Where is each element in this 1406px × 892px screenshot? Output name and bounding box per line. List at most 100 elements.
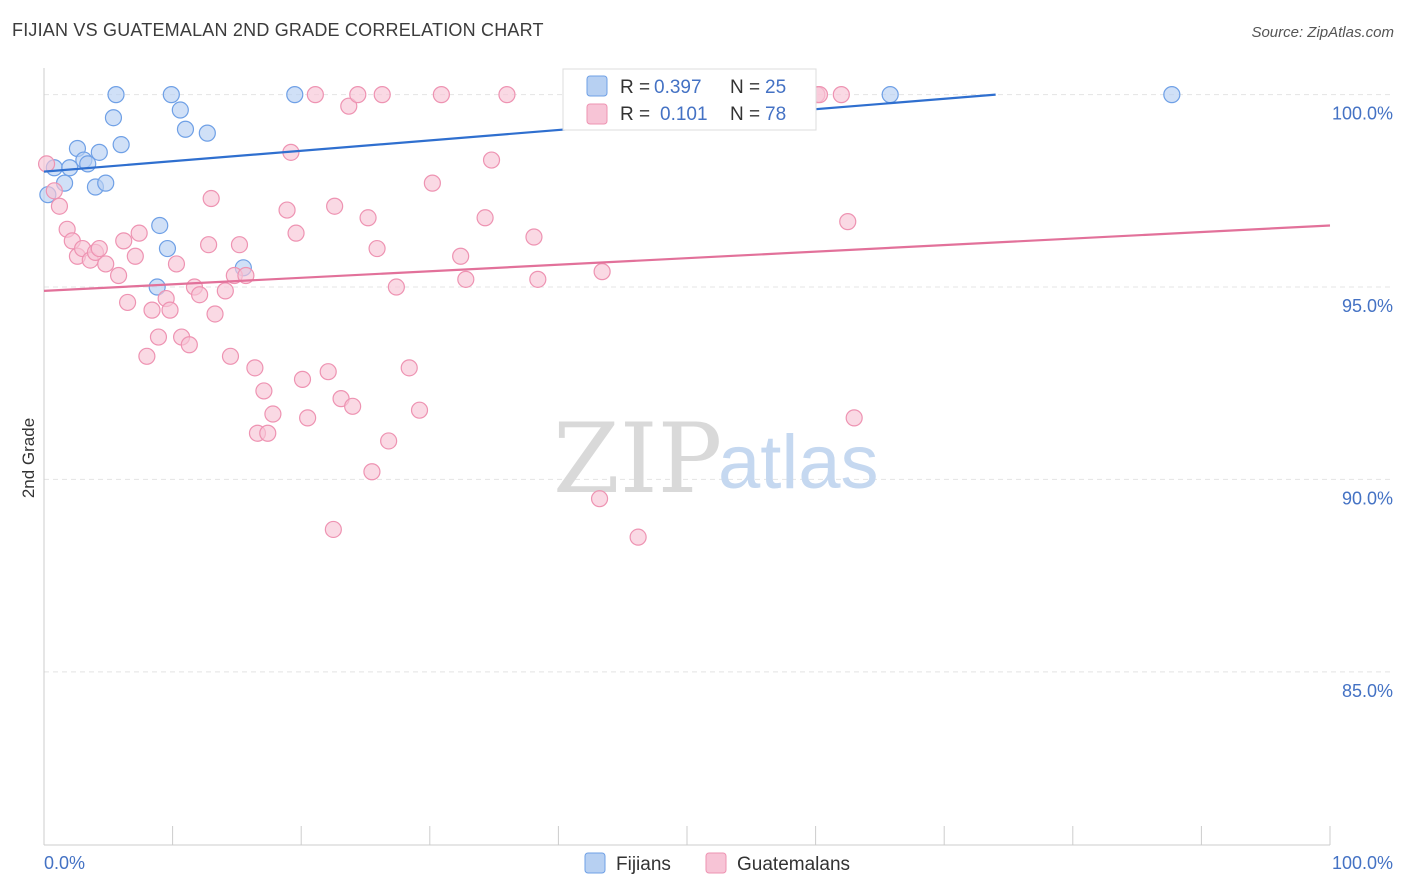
guatemalans-point [259, 424, 277, 442]
guatemalans-point [340, 97, 358, 115]
bottom-legend-swatch-guatemalans [705, 852, 727, 874]
guatemalans-point [216, 282, 234, 300]
watermark-atlas: atlas [718, 420, 879, 505]
guatemalans-point [410, 401, 429, 419]
guatemalans-point [130, 224, 148, 242]
guatemalans-point [590, 490, 609, 508]
guatemalans-point [138, 347, 156, 365]
x-tick-min: 0.0% [44, 853, 85, 873]
guatemalans-point [432, 86, 450, 104]
fijians-point [90, 143, 108, 161]
fijians-point [286, 86, 304, 104]
guatemalans-point [37, 155, 56, 173]
guatemalans-point [359, 209, 377, 227]
legend-r-value-1: 0.397 [654, 77, 702, 98]
guatemalans-point [457, 270, 475, 288]
data-points [37, 86, 1181, 546]
y-tick-label: 85.0% [1342, 681, 1393, 701]
legend-box: R = 0.397 N = 25 R = 0.101 N = 78 [562, 68, 817, 131]
legend-n-value-1: 25 [765, 77, 786, 98]
legend-n-value-2: 78 [765, 104, 786, 125]
fijians-point [104, 109, 123, 127]
guatemalans-point [324, 520, 342, 539]
guatemalans-point [246, 359, 264, 377]
guatemalans-point [387, 278, 405, 296]
guatemalans-point [206, 305, 224, 323]
guatemalans-point [326, 197, 344, 215]
fijians-point [158, 239, 177, 258]
guatemalans-point [287, 224, 305, 242]
fijians-point [881, 86, 899, 104]
guatemalans-point [452, 247, 470, 265]
guatemalans-point [832, 86, 850, 104]
legend-n-label-1: N = [730, 77, 760, 98]
trend-lines [43, 93, 1331, 292]
guatemalans-point [191, 286, 209, 304]
guatemalans-point [167, 255, 186, 273]
guatemalans-point [368, 239, 386, 258]
guatemalans-point [149, 328, 168, 346]
fijians-point [1163, 86, 1181, 104]
guatemalans-point [373, 86, 391, 104]
guatemalans-point [221, 347, 240, 365]
guatemalans-point [202, 189, 220, 208]
fijians-point [151, 216, 169, 235]
guatemalans-point [126, 247, 144, 265]
y-tick-label: 95.0% [1342, 296, 1393, 316]
chart-title: FIJIAN VS GUATEMALAN 2ND GRADE CORRELATI… [12, 20, 544, 40]
watermark: ZIP atlas [553, 403, 879, 515]
guatemalans-point [400, 359, 418, 377]
fijians-point [112, 136, 130, 154]
guatemalans-point [200, 236, 218, 254]
bottom-legend-swatch-fijians [584, 852, 606, 874]
guatemalans-point [161, 301, 179, 319]
guatemalans-point [344, 397, 362, 415]
guatemalans-point [143, 301, 161, 319]
guatemalans-point [293, 370, 312, 388]
guatemalans-point [90, 239, 108, 258]
guatemalans-point [593, 263, 611, 281]
fijians-point [171, 101, 189, 119]
fijians-point [97, 174, 115, 192]
guatemalans-point [482, 151, 501, 169]
guatemalans-point [255, 382, 273, 400]
guatemalans-point [299, 409, 317, 427]
axes [43, 68, 1331, 846]
source-label: Source: ZipAtlas.com [1251, 24, 1394, 41]
watermark-zip: ZIP [553, 403, 722, 515]
guatemalans-point [230, 236, 249, 254]
guatemalans-point [363, 463, 381, 481]
guatemalans-point [264, 405, 282, 423]
grid-lines [44, 94, 1394, 673]
guatemalans-point [97, 255, 115, 273]
fijians-point [148, 278, 166, 296]
legend-swatch-guatemalans [586, 103, 608, 125]
y-tick-label: 90.0% [1342, 488, 1393, 508]
fijians-point [198, 124, 216, 142]
legend-r-label-2: R = [620, 104, 650, 125]
guatemalans-point [50, 197, 69, 215]
guatemalans-point [423, 174, 441, 192]
guatemalans-point [845, 409, 863, 427]
guatemalans-point [529, 270, 547, 288]
fijians-point [107, 86, 125, 104]
guatemalans-point [498, 86, 516, 104]
guatemalans-point [278, 201, 296, 219]
bottom-legend-guatemalans: Guatemalans [737, 854, 850, 875]
guatemalans-point [115, 232, 133, 250]
y-axis-label: 2nd Grade [19, 418, 38, 498]
guatemalans-point [319, 363, 337, 381]
guatemalans-point [349, 86, 367, 104]
bottom-legend: Fijians Guatemalans [584, 852, 850, 875]
y-tick-labels: 100.0% 95.0% 90.0% 85.0% [1332, 104, 1393, 701]
bottom-legend-fijians: Fijians [616, 854, 671, 875]
legend-n-label-2: N = [730, 104, 760, 125]
x-tick-max: 100.0% [1332, 853, 1393, 873]
fijians-trend-line [43, 93, 996, 173]
guatemalans-point [380, 432, 398, 450]
guatemalans-point [476, 209, 494, 227]
guatemalans-point [839, 213, 857, 231]
guatemalans-point [525, 228, 543, 246]
guatemalans-point [109, 266, 128, 285]
